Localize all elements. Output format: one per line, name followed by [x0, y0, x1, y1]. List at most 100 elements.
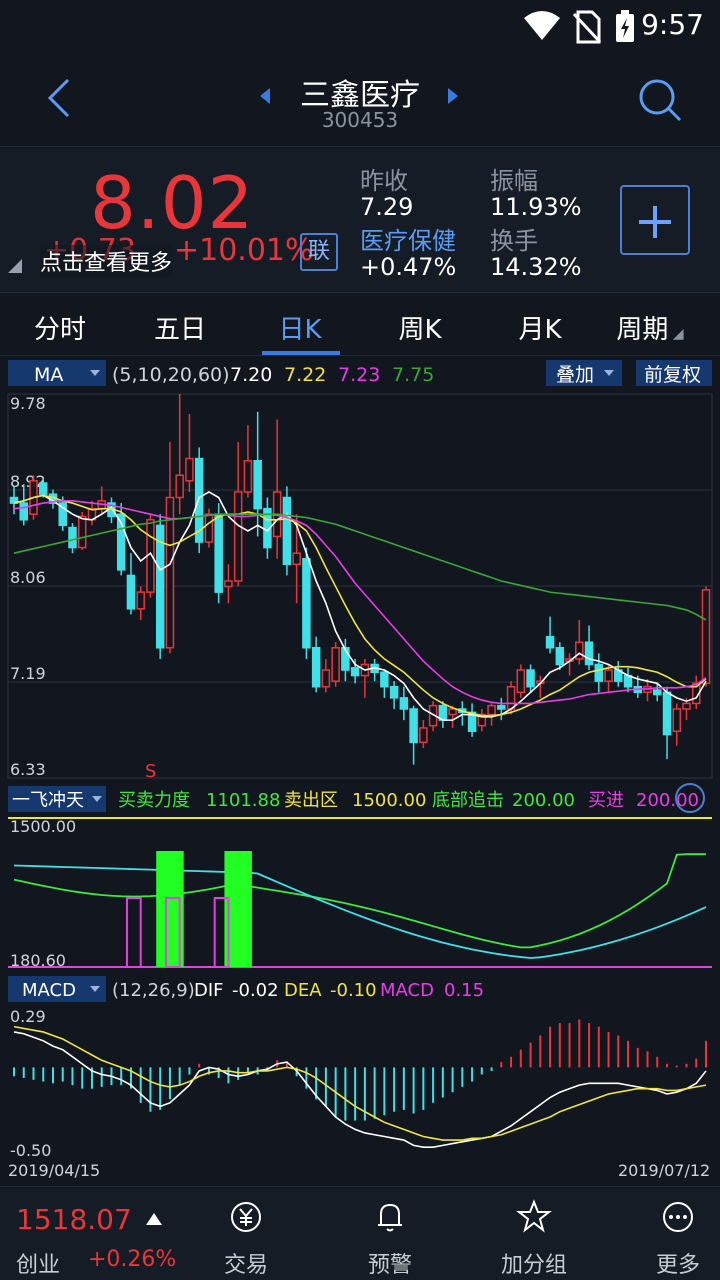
candlestick-series: [9, 394, 711, 765]
macd-dif-value: -0.02: [232, 980, 279, 1001]
battery-charging-icon: [616, 10, 634, 42]
yifei-ytick-2: 180.60: [10, 951, 66, 970]
candle-body: [594, 663, 604, 682]
previous-stock-icon[interactable]: [258, 86, 272, 106]
yifei-buy-box: [213, 897, 230, 968]
candle-body: [331, 647, 340, 682]
candle-body: [155, 524, 165, 649]
candle-body: [380, 671, 389, 688]
candle-body: [545, 635, 555, 649]
adjust-button[interactable]: 前复权: [644, 364, 701, 386]
chart-area[interactable]: MA (5,10,20,60) 7.20 7.22 7.23 7.75 叠加 前…: [0, 356, 720, 1186]
ma-selector-label[interactable]: MA: [34, 364, 63, 386]
yifei-dropdown-icon[interactable]: [92, 796, 102, 802]
status-bar: 9:57: [0, 0, 720, 52]
yifei-legend-3-value: 200.00: [512, 790, 575, 811]
candle-body: [516, 669, 526, 694]
nav-more[interactable]: 更多: [628, 1193, 720, 1279]
k-ytick-3: 8.06: [10, 568, 46, 587]
tab-monthly-k[interactable]: 月K: [518, 315, 562, 345]
corner-triangle-icon: [8, 259, 22, 273]
active-tab-indicator: [262, 351, 340, 355]
related-button[interactable]: 联: [300, 233, 338, 271]
macd-hist-value: 0.15: [444, 980, 484, 1001]
macd-series: [13, 1019, 707, 1148]
ma60-line: [13, 513, 707, 621]
clock: 9:57: [641, 8, 704, 41]
candle-body: [302, 557, 311, 649]
candle-body: [165, 496, 175, 649]
ma-selector-bg[interactable]: [8, 360, 106, 386]
yifei-legend-2-label: 卖出区: [284, 790, 338, 811]
candle-body: [214, 513, 223, 593]
nav-add-group-label: 加分组: [500, 1253, 567, 1278]
more-icon: [663, 1202, 693, 1232]
yifei-selector-bg[interactable]: [8, 786, 106, 812]
candle-body: [311, 647, 321, 688]
candle-body: [701, 589, 711, 685]
yifei-buy-box: [125, 897, 142, 968]
yifei-selector-label[interactable]: 一飞冲天: [12, 790, 84, 811]
tab-weekly-k[interactable]: 周K: [398, 315, 442, 345]
nav-more-label: 更多: [655, 1253, 700, 1278]
ma-dropdown-icon[interactable]: [90, 370, 100, 376]
candle-body: [409, 708, 418, 744]
trade-icon: [231, 1202, 261, 1232]
bell-icon: [378, 1203, 402, 1232]
k-ytick-5: 6.33: [10, 760, 46, 779]
macd-selector-label[interactable]: MACD: [22, 980, 76, 1001]
indicator-switch-icon[interactable]: [675, 783, 705, 813]
tab-period[interactable]: 周期 ◢: [590, 309, 710, 346]
stock-code: 300453: [321, 108, 399, 132]
nav-alert[interactable]: 预警: [340, 1193, 440, 1279]
yifei-legend-1-label: 买卖力度: [118, 790, 190, 811]
macd-selector-bg[interactable]: [8, 976, 106, 1002]
quote-panel[interactable]: 8.02 +0.73 +10.01% 点击查看更多 联 昨收 7.29 医疗保健…: [0, 146, 720, 292]
overlay-button[interactable]: 叠加: [556, 364, 594, 386]
sector-label[interactable]: 医疗保健: [360, 227, 456, 255]
add-watchlist-button[interactable]: [620, 185, 690, 255]
candle-body: [682, 702, 691, 710]
chart-svg[interactable]: MA (5,10,20,60) 7.20 7.22 7.23 7.75 叠加 前…: [0, 356, 720, 1186]
x-label-end: 2019/07/12: [618, 1161, 710, 1180]
ma20-value: 7.23: [338, 364, 380, 386]
yifei-ytick-1: 1500.00: [10, 817, 76, 836]
adjust-button-bg[interactable]: [636, 360, 712, 386]
turnover-label: 换手: [490, 227, 538, 255]
nav-add-group[interactable]: 加分组: [484, 1193, 584, 1279]
prev-close-value: 7.29: [360, 193, 414, 221]
sector-change: +0.47%: [360, 253, 457, 281]
ma10-value: 7.22: [284, 364, 326, 386]
tab-daily-k[interactable]: 日K: [278, 315, 322, 345]
period-tabs: 分时 五日 日K 周K 月K 周期 ◢: [0, 292, 720, 356]
candle-body: [604, 669, 613, 682]
nav-trade[interactable]: 交易: [196, 1193, 296, 1279]
back-icon[interactable]: [40, 74, 80, 122]
view-more-hint[interactable]: 点击查看更多: [40, 245, 173, 277]
search-icon[interactable]: [636, 76, 684, 124]
macd-dea-value: -0.10: [330, 980, 377, 1001]
candle-body: [253, 460, 262, 510]
index-name[interactable]: 创业: [16, 1253, 61, 1278]
tab-intraday[interactable]: 分时: [33, 315, 86, 345]
tab-five-day[interactable]: 五日: [153, 315, 206, 345]
price-change-percent: +10.01%: [174, 233, 314, 268]
candle-body: [282, 496, 292, 566]
amplitude-value: 11.93%: [490, 193, 582, 221]
next-stock-icon[interactable]: [446, 86, 460, 106]
wifi-icon: [524, 11, 560, 40]
candle-body: [9, 496, 19, 504]
overlay-dropdown-icon[interactable]: [604, 370, 614, 376]
yifei-series: [13, 851, 707, 968]
turnover-value: 14.32%: [490, 253, 582, 281]
candle-body: [126, 574, 136, 610]
candle-body: [233, 491, 243, 582]
macd-dropdown-icon[interactable]: [90, 986, 100, 992]
nav-alert-label: 预警: [367, 1253, 412, 1278]
nav-trade-label: 交易: [223, 1253, 268, 1278]
candle-body: [477, 713, 487, 727]
index-value[interactable]: 1518.07: [16, 1203, 132, 1236]
header: 三鑫医疗 300453: [0, 52, 720, 144]
candle-body: [77, 515, 87, 549]
no-sim-icon: [572, 10, 602, 44]
